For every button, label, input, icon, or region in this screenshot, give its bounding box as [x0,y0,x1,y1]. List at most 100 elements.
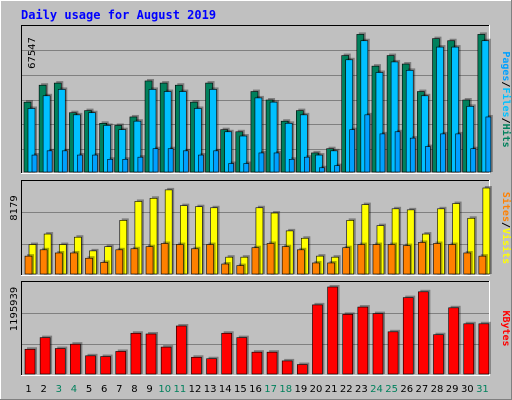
kbytes-bar [39,337,51,375]
visits-bar [391,208,400,275]
day-label: 25 [385,384,398,395]
pages-bar [167,148,174,173]
visits-bar [437,208,445,275]
kbytes-bar [402,297,414,375]
pages-bar [31,154,38,173]
files-bar [269,101,278,173]
day-label: 30 [461,384,474,395]
files-bar [481,40,490,173]
visits-bar [361,204,370,275]
files-bar [194,108,202,173]
kbytes-bar [312,304,323,375]
panel-hits-files-pages: 67547 Pages/Files/Hits [21,25,512,174]
sites-bar [372,244,381,275]
sites-bar [191,248,199,275]
files-bar [148,89,157,173]
day-label: 24 [370,384,383,395]
pages-bar [304,156,310,173]
sites-bar [266,243,275,275]
kbytes-bar [327,286,338,375]
sites-bar [342,247,351,275]
visits-bar [149,197,158,275]
sites-bar [402,245,411,275]
sites-bar [448,244,456,275]
day-label: 18 [279,384,292,395]
pages-bar [46,150,53,173]
sites-bar [251,247,260,275]
files-bar [42,95,51,173]
files-bar [436,46,444,173]
visits-bar [406,209,415,275]
kbytes-bar [221,332,232,375]
day-label: 8 [131,384,137,395]
panel-visits-sites: 8179 Sites/Visits [9,180,512,276]
files-bar [239,135,248,173]
visits-bar [452,203,460,275]
kbytes-bar [463,323,475,375]
pages-bar [258,152,265,173]
sites-bar [85,257,93,275]
pages-bar [152,148,159,173]
files-bar [254,97,263,173]
files-bar [300,114,308,173]
panel1-legend: Pages/Files/Hits [500,51,512,147]
day-label: 4 [71,384,77,395]
kbytes-bar [251,351,263,375]
kbytes-bar [160,346,172,375]
day-label: 5 [86,384,92,395]
pages-bar [334,165,340,173]
day-label: 1 [25,384,31,395]
kbytes-bar [175,325,187,375]
kbytes-bar [433,334,444,375]
day-label: 7 [116,384,122,395]
files-bar [345,59,354,173]
kbytes-bar [206,358,217,375]
sites-bar [130,248,139,275]
day-label: 21 [325,384,338,395]
files-bar [133,120,142,173]
day-label: 3 [56,384,62,395]
day-label: 14 [219,384,232,395]
files-bar [284,123,293,173]
kbytes-bar [372,313,384,375]
files-bar [57,89,66,173]
day-label: 27 [416,384,429,395]
day-label: 9 [146,384,152,395]
pages-bar [77,154,83,173]
day-label: 16 [249,384,262,395]
sites-bar [387,244,396,275]
sites-bar [327,262,335,275]
panel2-legend: Sites/Visits [500,192,512,264]
visits-bar [134,201,143,275]
sites-bar [39,249,48,275]
kbytes-bar [281,360,293,375]
visits-bar [467,217,476,275]
panel1-legend-part-1: / [500,81,511,87]
panel2-legend-part-0: Sites [500,192,512,222]
kbytes-bar [342,314,354,375]
files-bar [330,150,338,173]
sites-bar [433,243,441,275]
day-label: 15 [234,384,247,395]
panel2-legend-part-2: Visits [500,228,512,264]
pages-bar [137,156,144,173]
visits-bar [255,207,264,275]
pages-bar [319,167,325,173]
pages-bar [92,154,98,173]
day-label: 12 [189,384,202,395]
sites-bar [145,246,154,275]
kbytes-bar [24,348,36,375]
pages-bar [228,163,234,173]
files-bar [103,125,111,173]
kbytes-bar [266,351,278,375]
panel1-max-label: 67547 [27,37,38,69]
files-bar [451,46,459,173]
kbytes-bar [130,332,142,375]
pages-bar [122,158,129,173]
files-bar [73,114,81,173]
visits-bar [346,220,355,275]
kbytes-bar [357,306,369,375]
pages-bar [409,137,416,173]
